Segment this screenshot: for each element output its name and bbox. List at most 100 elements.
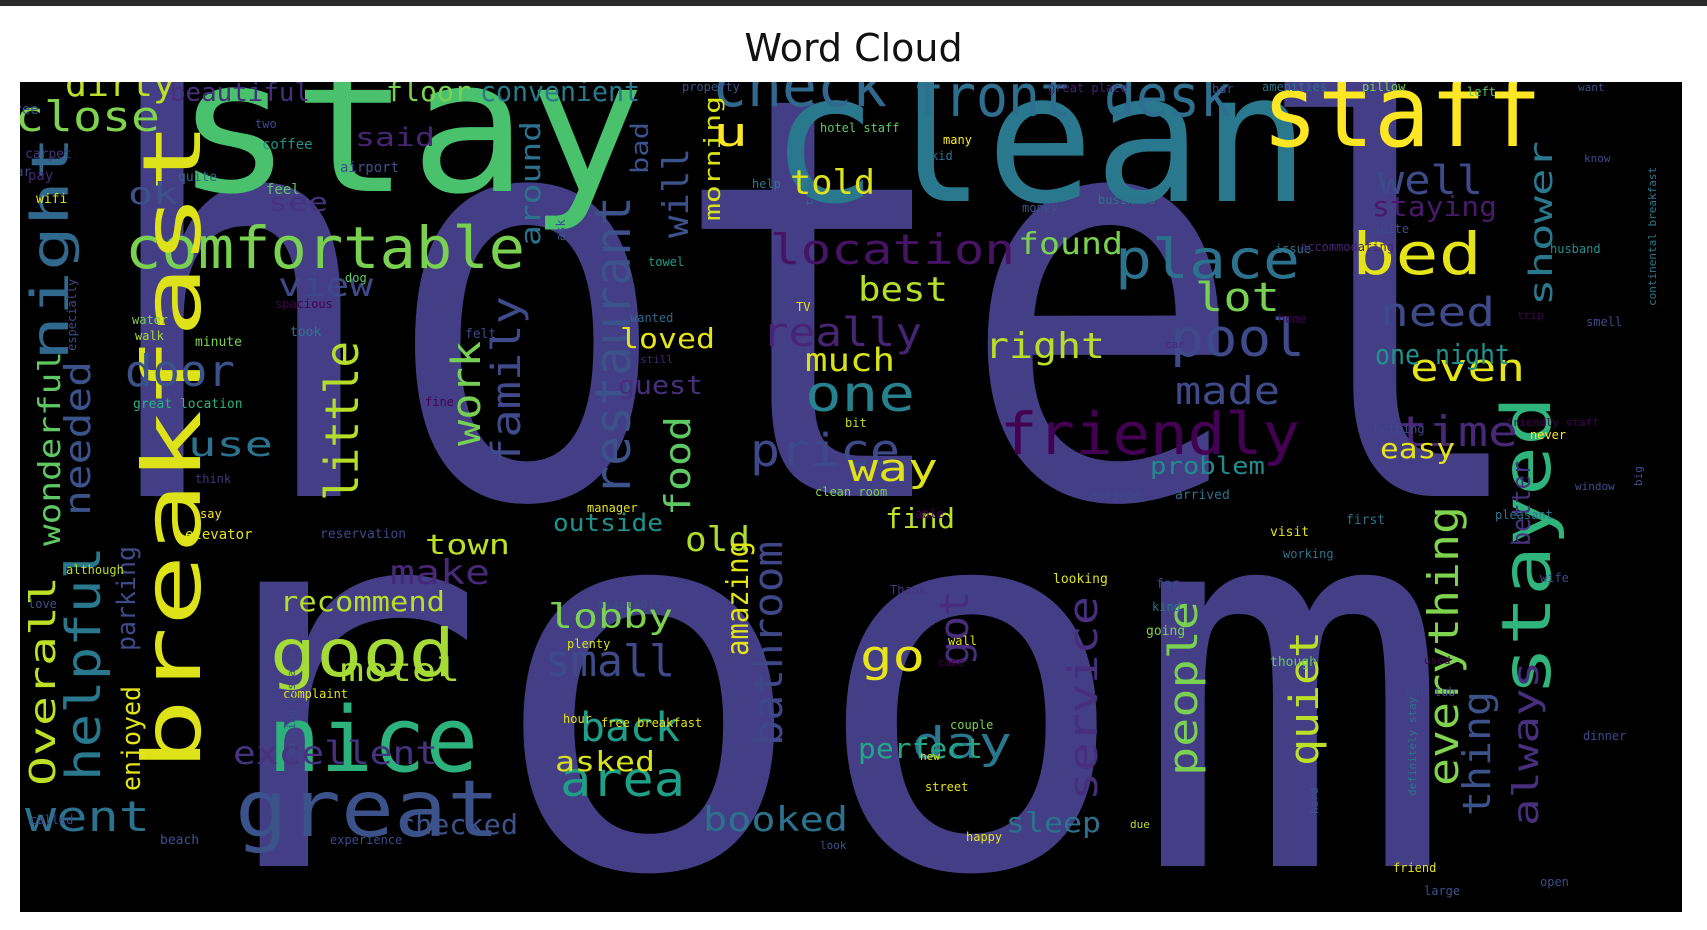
- word-pillow: pillow: [1362, 82, 1406, 94]
- word-experience: experience: [330, 833, 402, 847]
- word-enjoyed: enjoyed: [117, 686, 147, 791]
- word-great-location: great location: [133, 397, 243, 412]
- word-water: water: [132, 313, 168, 327]
- word-definitely-stay: definitely stay: [1406, 696, 1419, 796]
- word-parking: parking: [112, 546, 142, 651]
- word-elevator: elevator: [185, 527, 252, 543]
- word-walking-distance: walking distance: [285, 650, 298, 756]
- word-able: able: [915, 507, 944, 521]
- word-ask: ask: [554, 219, 568, 241]
- word-felt: felt: [465, 327, 496, 342]
- word-staying: staying: [1372, 190, 1497, 223]
- word-better: better: [1507, 461, 1537, 546]
- word-wonderful: wonderful: [33, 351, 68, 546]
- word-arrived: arrived: [1175, 488, 1230, 503]
- word-carpet: carpet: [25, 147, 72, 162]
- word-wanted: wanted: [630, 311, 673, 325]
- word-small: small: [545, 636, 675, 687]
- chart-title: Word Cloud: [744, 26, 963, 70]
- word-spacious: spacious: [275, 297, 333, 311]
- word-friendly: friendly: [1000, 400, 1300, 468]
- word-clean-room: clean room: [815, 485, 887, 499]
- word-street: street: [925, 780, 968, 794]
- word-hotel: hotel: [95, 82, 1535, 629]
- word-nothing: nothing: [1374, 422, 1425, 436]
- word-fine: fine: [425, 395, 454, 409]
- word-towel: towel: [648, 255, 684, 269]
- word-told: told: [790, 163, 875, 203]
- word-checked: checked: [398, 808, 518, 841]
- word-used: used: [1424, 654, 1451, 667]
- word-one-night: one night: [1375, 338, 1510, 371]
- word-hotel-staff: hotel staff: [820, 121, 899, 135]
- word-made: made: [1175, 369, 1280, 413]
- word-two: two: [255, 117, 277, 131]
- word-hour: hour: [563, 712, 592, 726]
- word-know: know: [1584, 152, 1611, 165]
- word-outside: outside: [553, 509, 663, 537]
- word-ok: ok: [128, 177, 178, 212]
- word-suite: suite: [1373, 222, 1409, 236]
- word-comfortable: comfortable: [125, 214, 525, 282]
- word-bad: bad: [626, 122, 654, 174]
- word-dinner: dinner: [1583, 729, 1626, 743]
- word-large: large: [1424, 884, 1460, 898]
- word-say: say: [200, 507, 222, 521]
- word-bed: bed: [1352, 220, 1482, 288]
- word-check: check: [712, 82, 887, 120]
- word-stayed: stayed: [1488, 396, 1567, 696]
- word-friendly-staff: friendly staff: [1506, 416, 1599, 429]
- word-available: available: [597, 597, 662, 611]
- word-smell: smell: [1586, 315, 1622, 329]
- word-friend: friend: [1393, 861, 1436, 875]
- word-service: service: [1061, 596, 1107, 801]
- word-great-place: great place: [1048, 82, 1127, 95]
- word-morning: morning: [701, 96, 726, 221]
- word-beach: beach: [160, 833, 199, 848]
- word-dirty: dirty: [65, 82, 175, 105]
- word-especially: especially: [65, 279, 79, 351]
- word-far: far: [1156, 577, 1180, 592]
- word-home: home: [1278, 312, 1307, 326]
- word-place: place: [1115, 228, 1300, 291]
- word-nice: nice: [268, 688, 478, 793]
- word-floor: floor: [386, 82, 471, 108]
- word-said: said: [355, 123, 435, 153]
- word-stay: stay: [175, 82, 645, 235]
- word-problem: problem: [1150, 452, 1265, 480]
- word-perfect: perfect: [858, 732, 983, 765]
- word-day: day: [912, 718, 1012, 769]
- word-dog: dog: [345, 271, 367, 285]
- word-pay: pay: [28, 168, 53, 184]
- word-around: around: [514, 121, 547, 246]
- word-called: called: [30, 813, 73, 827]
- word-issue: issue: [1275, 242, 1311, 256]
- word-recommend: recommend: [280, 585, 445, 618]
- word-need: need: [1380, 290, 1495, 336]
- word-sleep: sleep: [1006, 806, 1101, 839]
- word-quiet: quiet: [1282, 631, 1328, 766]
- word-door: door: [125, 346, 235, 397]
- word-hard: hard: [1308, 788, 1321, 815]
- word-amenities: amenities: [1262, 82, 1327, 94]
- word-found: found: [1018, 227, 1123, 262]
- figure-frame: Word Cloud hotel room stay clean staff front …: [0, 6, 1707, 930]
- word-restaurant: restaurant: [584, 196, 642, 496]
- word-food: food: [658, 416, 699, 516]
- word-hot-tub: hot tub: [1405, 685, 1456, 699]
- word-quite: quite: [178, 170, 217, 185]
- word-bit: bit: [845, 416, 867, 430]
- word-thank: Thank: [890, 583, 927, 597]
- word-continental-breakfast: continental breakfast: [1646, 167, 1659, 306]
- word-minute: minute: [195, 335, 242, 350]
- word-window: window: [1575, 480, 1615, 493]
- word-way: way: [848, 446, 938, 490]
- word-needed: needed: [58, 361, 99, 516]
- word-booked: booked: [703, 800, 848, 840]
- word-kind: kind: [1152, 600, 1181, 614]
- word-working: working: [1283, 547, 1334, 561]
- word-car: car: [1165, 338, 1185, 351]
- word-convenient: convenient: [480, 82, 640, 108]
- word-kid: kid: [931, 149, 953, 163]
